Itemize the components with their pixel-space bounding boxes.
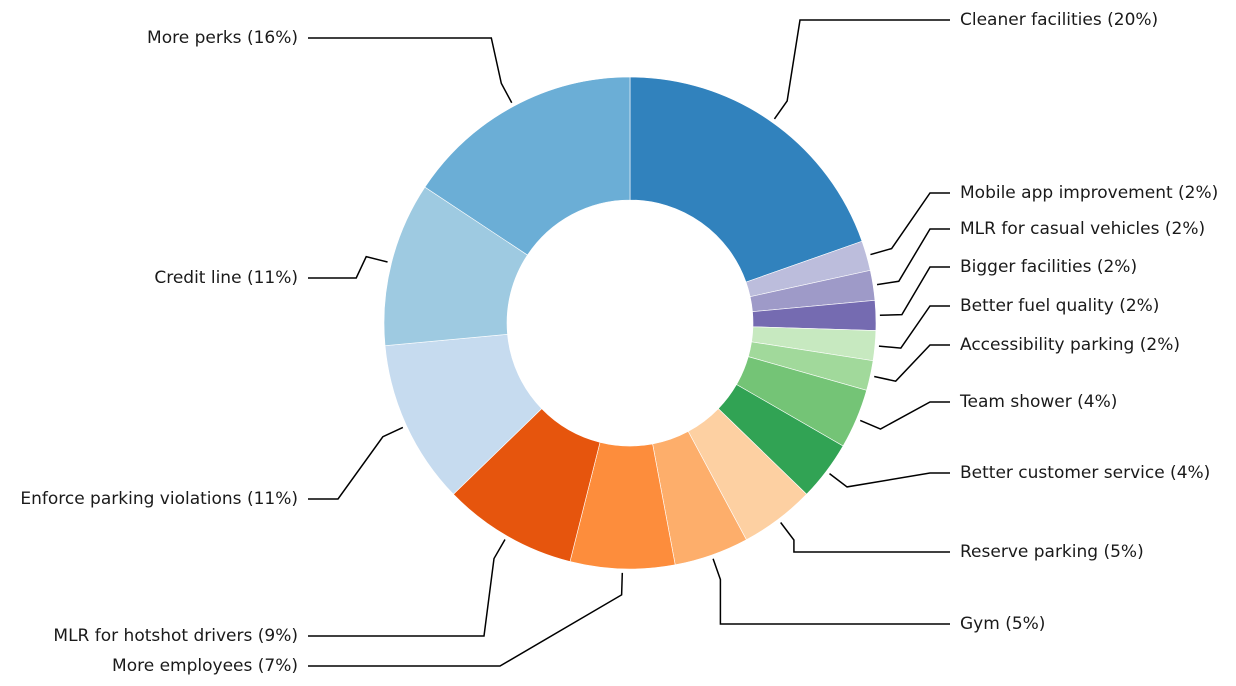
leader-line-mobile-app-improvement — [870, 192, 950, 256]
slice-label-better-fuel-quality: Better fuel quality (2%) — [960, 296, 1159, 316]
slice-cleaner-facilities — [629, 76, 863, 283]
leader-line-mlr-for-casual-vehicles — [876, 228, 950, 286]
leader-line-team-shower — [859, 401, 950, 430]
slice-label-credit-line: Credit line (11%) — [154, 268, 298, 288]
slice-label-more-perks: More perks (16%) — [147, 28, 298, 48]
slice-label-gym: Gym (5%) — [960, 614, 1045, 634]
slice-label-more-employees: More employees (7%) — [112, 656, 298, 676]
slice-label-reserve-parking: Reserve parking (5%) — [960, 542, 1144, 562]
slice-label-accessibility-parking: Accessibility parking (2%) — [960, 335, 1180, 355]
leader-line-accessibility-parking — [874, 344, 950, 383]
leader-line-more-perks — [308, 37, 513, 104]
leader-line-credit-line — [308, 255, 388, 279]
leader-line-better-fuel-quality — [878, 305, 950, 349]
leader-line-cleaner-facilities — [773, 19, 950, 120]
leader-line-gym — [712, 558, 950, 625]
slice-label-mlr-for-casual-vehicles: MLR for casual vehicles (2%) — [960, 219, 1205, 239]
slice-more-perks — [424, 76, 631, 256]
slice-label-better-customer-service: Better customer service (4%) — [960, 463, 1210, 483]
slice-label-bigger-facilities: Bigger facilities (2%) — [960, 257, 1137, 277]
slice-label-team-shower: Team shower (4%) — [959, 392, 1117, 412]
leader-line-enforce-parking-violations — [308, 426, 404, 500]
leader-line-reserve-parking — [780, 522, 950, 553]
leader-line-bigger-facilities — [879, 266, 950, 317]
leader-line-mlr-for-hotshot-drivers — [308, 539, 506, 637]
leader-lines — [308, 19, 950, 667]
leader-line-better-customer-service — [829, 472, 950, 488]
donut-slices — [383, 76, 877, 570]
slice-label-mlr-for-hotshot-drivers: MLR for hotshot drivers (9%) — [53, 626, 298, 646]
leader-line-more-employees — [308, 572, 624, 667]
slice-label-mobile-app-improvement: Mobile app improvement (2%) — [960, 183, 1218, 203]
slice-label-enforce-parking-violations: Enforce parking violations (11%) — [20, 489, 298, 509]
slice-label-cleaner-facilities: Cleaner facilities (20%) — [960, 10, 1158, 30]
slice-labels: Cleaner facilities (20%) Mobile app impro… — [20, 10, 1218, 676]
